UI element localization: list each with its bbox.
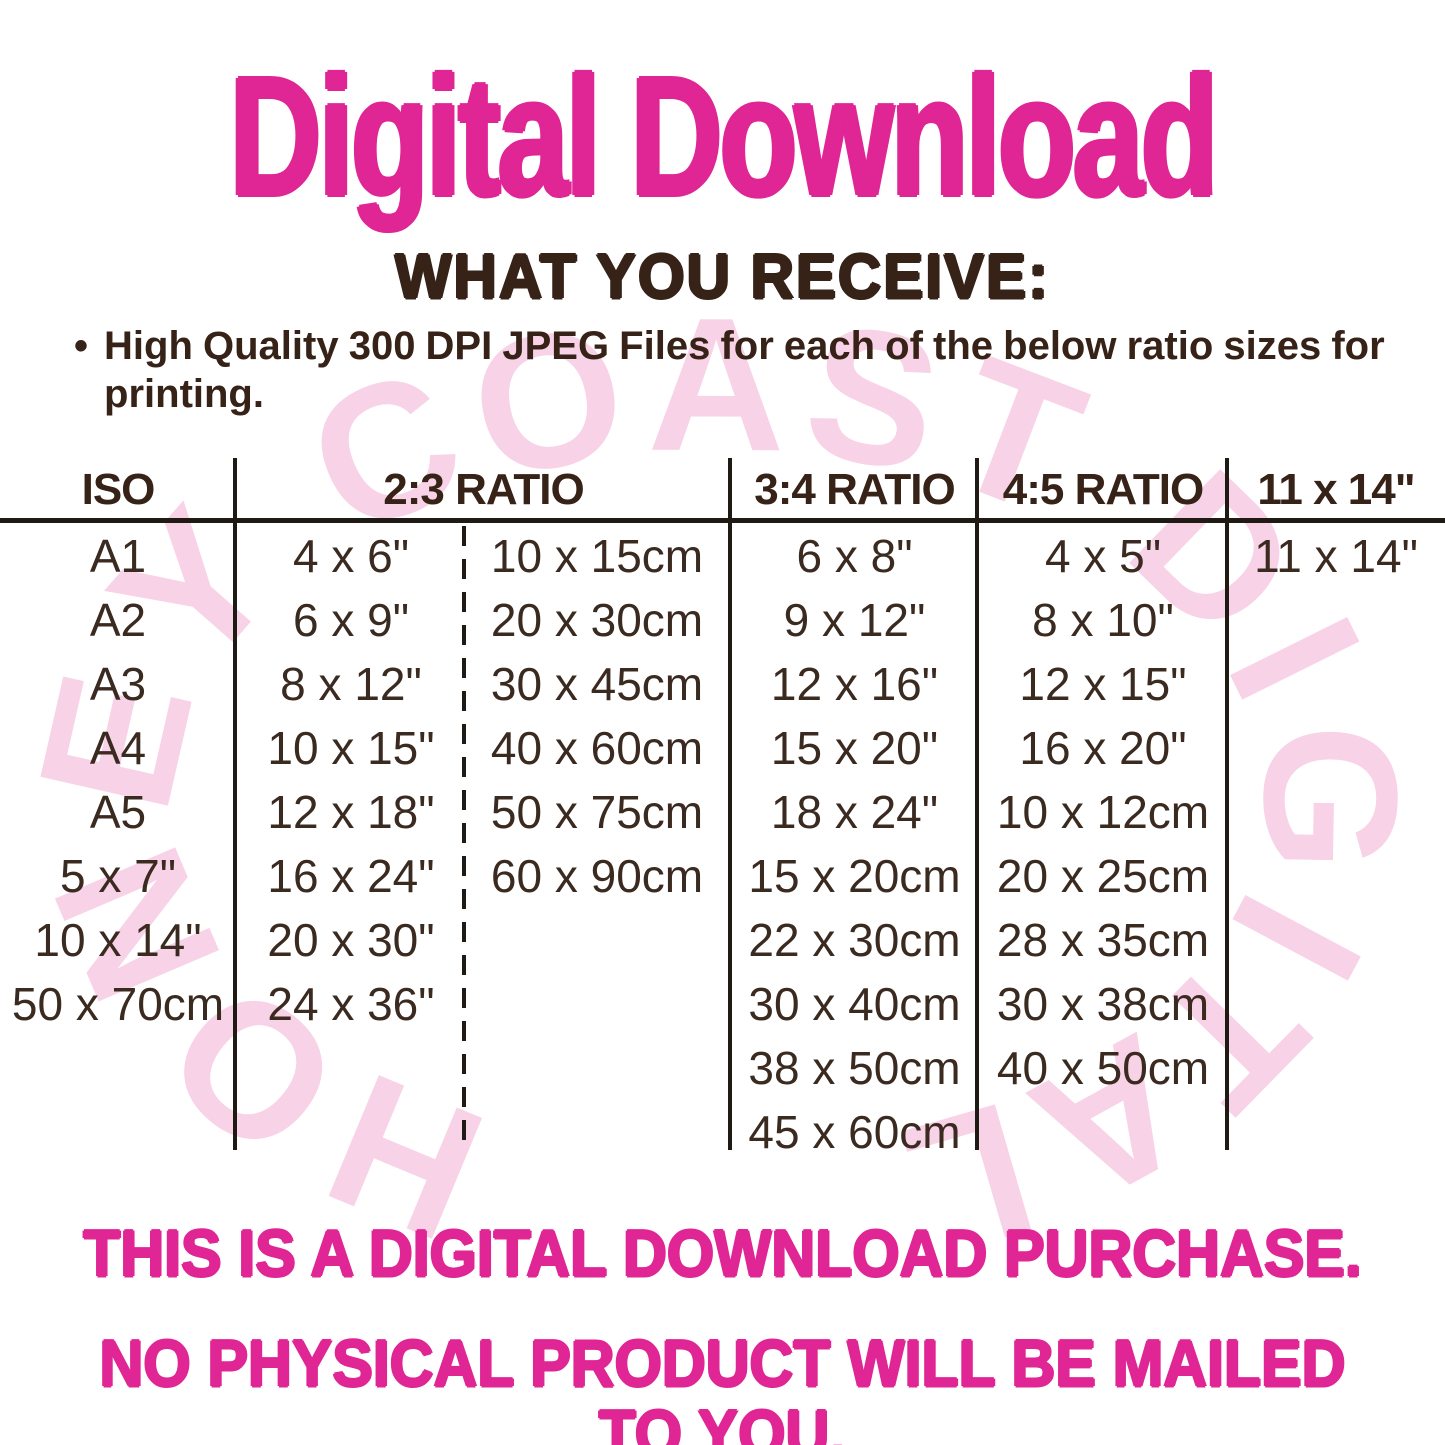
- table-cell: 30 x 45cm: [490, 658, 704, 710]
- table-cell: 45 x 60cm: [748, 1106, 961, 1158]
- column-header-3-4-ratio: 3:4 RATIO: [754, 465, 955, 514]
- table-column-iso: A1 A2 A3 A4 A5 5 x 7" 10 x 14" 50 x 70cm: [4, 524, 232, 1036]
- table-cell: 4 x 6": [292, 530, 410, 582]
- table-cell: 60 x 90cm: [490, 850, 704, 902]
- table-cell: 18 x 24": [770, 786, 939, 838]
- table-cell: A1: [89, 530, 147, 582]
- table-divider-3-4: [975, 458, 979, 1150]
- table-cell: 15 x 20": [770, 722, 939, 774]
- column-header-iso: ISO: [81, 465, 156, 514]
- bullet-item: • High Quality 300 DPI JPEG Files for ea…: [74, 322, 1414, 418]
- table-cell: 30 x 38cm: [996, 978, 1210, 1030]
- table-cell: 28 x 35cm: [996, 914, 1210, 966]
- table-cell: 50 x 70cm: [11, 978, 225, 1030]
- table-cell: 20 x 30": [267, 914, 435, 966]
- table-column-2-3-inches: 4 x 6" 6 x 9" 8 x 12" 10 x 15" 12 x 18" 16 x …: [239, 524, 463, 1036]
- table-cell: 20 x 30cm: [490, 594, 704, 646]
- table-column-2-3-cm: 10 x 15cm 20 x 30cm 30 x 45cm 40 x 60cm 50 x…: [468, 524, 726, 908]
- table-cell: 11 x 14": [1254, 530, 1418, 582]
- column-header-4-5-ratio: 4:5 RATIO: [1002, 465, 1204, 514]
- table-cell: 12 x 15": [1019, 658, 1187, 710]
- table-cell: 12 x 18": [267, 786, 435, 838]
- table-cell: A4: [89, 722, 147, 774]
- table-cell: 24 x 36": [267, 978, 435, 1030]
- table-cell: 5 x 7": [59, 850, 177, 902]
- table-cell: 50 x 75cm: [490, 786, 704, 838]
- table-cell: 6 x 8": [796, 530, 913, 582]
- table-cell: 30 x 40cm: [748, 978, 961, 1030]
- footer-line-2: NO PHYSICAL PRODUCT WILL BE MAILED TO YO…: [99, 1326, 1346, 1445]
- table-header-rule: [0, 518, 1445, 523]
- page-title: Digital Download: [229, 42, 1218, 232]
- table-cell: 12 x 16": [770, 658, 939, 710]
- table-cell: A3: [89, 658, 147, 710]
- table-cell: 10 x 14": [34, 914, 202, 966]
- table-cell: 10 x 12cm: [996, 786, 1210, 838]
- table-cell: 8 x 10": [1032, 594, 1174, 646]
- table-cell: 22 x 30cm: [748, 914, 961, 966]
- bullet-marker-icon: •: [74, 324, 89, 368]
- table-column-4-5: 4 x 5" 8 x 10" 12 x 15" 16 x 20" 10 x 12cm 20…: [981, 524, 1225, 1100]
- table-cell: 9 x 12": [783, 594, 926, 646]
- table-column-11x14: 11 x 14": [1231, 524, 1441, 588]
- table-cell: 6 x 9": [292, 594, 410, 646]
- table-divider-2-3-dashed: [462, 526, 466, 1150]
- table-column-3-4: 6 x 8" 9 x 12" 12 x 16" 15 x 20" 18 x 24" 15 …: [734, 524, 975, 1164]
- table-cell: 10 x 15cm: [490, 530, 704, 582]
- table-cell: A5: [89, 786, 147, 838]
- table-divider-2-3: [728, 458, 732, 1150]
- table-cell: 40 x 50cm: [996, 1042, 1210, 1094]
- column-header-2-3-ratio: 2:3 RATIO: [383, 465, 584, 514]
- table-divider-4-5: [1225, 458, 1229, 1150]
- footer-line-1: THIS IS A DIGITAL DOWNLOAD PURCHASE.: [83, 1216, 1362, 1290]
- table-cell: A2: [89, 594, 147, 646]
- table-divider-iso: [233, 458, 237, 1150]
- table-cell: 16 x 20": [1019, 722, 1187, 774]
- table-cell: 4 x 5": [1044, 530, 1162, 582]
- section-heading: WHAT YOU RECEIVE:: [394, 241, 1051, 312]
- table-cell: 16 x 24": [267, 850, 435, 902]
- bullet-text: High Quality 300 DPI JPEG Files for each…: [104, 324, 1385, 416]
- table-cell: 38 x 50cm: [748, 1042, 961, 1094]
- table-cell: 8 x 12": [280, 658, 422, 710]
- table-cell: 10 x 15": [267, 722, 435, 774]
- table-cell: 20 x 25cm: [996, 850, 1210, 902]
- column-header-11x14: 11 x 14": [1257, 465, 1415, 514]
- table-cell: 15 x 20cm: [748, 850, 961, 902]
- table-cell: 40 x 60cm: [490, 722, 704, 774]
